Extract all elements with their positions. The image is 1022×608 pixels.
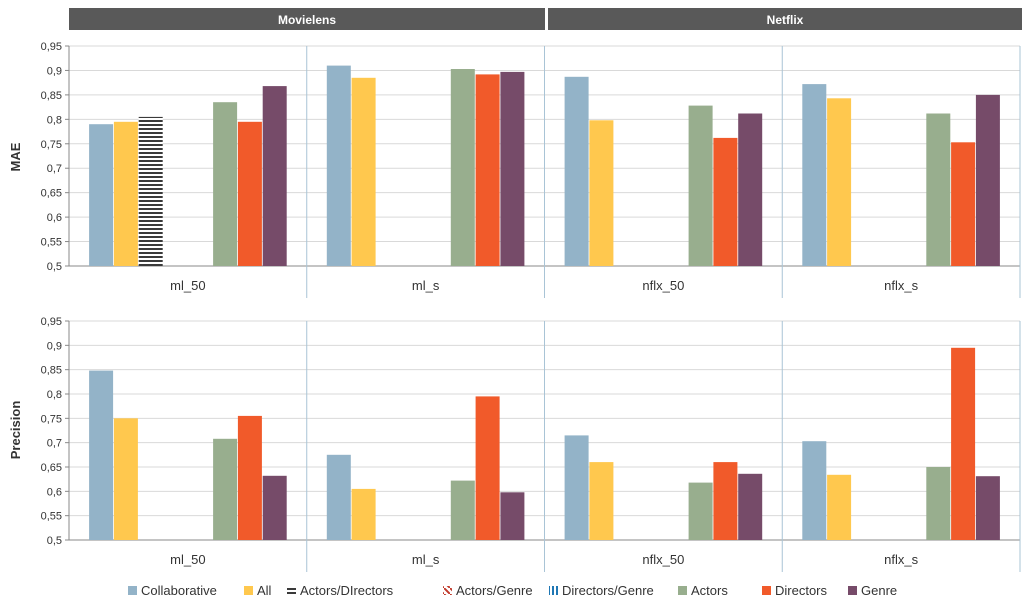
bar-directors-nflx_s (951, 347, 976, 540)
bar-genre-ml_50 (262, 86, 287, 266)
y-tick-label: 0,8 (47, 389, 62, 401)
y-tick-label: 0,55 (41, 237, 62, 249)
bar-all-nflx_s (827, 98, 852, 266)
bar-directors-nflx_s (951, 142, 976, 266)
bar-directors-ml_s (475, 396, 500, 540)
legend-label-collaborative: Collaborative (141, 583, 217, 598)
bar-collaborative-nflx_50 (564, 435, 589, 540)
bar-collaborative-ml_s (326, 454, 351, 540)
bar-collaborative-ml_s (326, 65, 351, 266)
x-category-label: ml_50 (170, 278, 205, 293)
legend-label-all: All (257, 583, 272, 598)
bar-collaborative-ml_50 (89, 124, 114, 266)
group-header-netflix (548, 8, 1022, 30)
bar-actors-ml_50 (213, 438, 238, 540)
y-tick-label: 0,75 (41, 413, 62, 425)
bar-genre-nflx_50 (738, 473, 763, 540)
y-tick-label: 0,5 (47, 261, 62, 273)
y-tick-label: 0,8 (47, 114, 62, 126)
x-category-label: ml_s (412, 278, 440, 293)
bar-genre-ml_50 (262, 475, 287, 540)
legend-swatch-collaborative (128, 586, 137, 595)
chart-panel-precision: 0,5 0,55 0,6 0,65 0,7 0,75 0,8 0,85 0,9 0,95 Preci… (8, 316, 1021, 572)
bar-directors-ml_50 (237, 121, 262, 266)
legend-swatch-directors-genre (549, 586, 558, 595)
group-header-label: Netflix (767, 13, 804, 27)
y-tick-label: 0,95 (41, 316, 62, 328)
bar-collaborative-nflx_s (802, 84, 827, 266)
bar-genre-nflx_50 (738, 113, 763, 266)
bar-all-ml_s (351, 488, 376, 540)
bar-directors-ml_50 (237, 415, 262, 540)
bar-genre-ml_s (500, 71, 525, 267)
y-tick-label: 0,95 (41, 41, 62, 53)
bar-collaborative-ml_50 (89, 370, 114, 540)
bar-actors-nflx_50 (688, 105, 713, 266)
legend-swatch-actors-directors (287, 586, 296, 595)
bar-all-ml_s (351, 77, 376, 266)
y-tick-label: 0,85 (41, 90, 62, 102)
bar-directors-nflx_50 (713, 462, 738, 540)
y-axis-label: MAE (8, 142, 23, 171)
legend-swatch-genre (848, 586, 857, 595)
bar-genre-nflx_s (975, 476, 1000, 540)
bar-genre-ml_s (500, 492, 525, 540)
bar-collaborative-nflx_s (802, 441, 827, 540)
x-category-label: nflx_s (884, 278, 918, 293)
y-axis-label: Precision (8, 401, 23, 460)
bar-actors-nflx_s (926, 467, 951, 540)
legend-label-directors-genre: Directors/Genre (562, 583, 654, 598)
legend-swatch-actors (678, 586, 687, 595)
bar-all-nflx_50 (589, 462, 614, 540)
y-tick-label: 0,6 (47, 486, 62, 498)
y-tick-label: 0,9 (47, 65, 62, 77)
x-category-label: nflx_50 (642, 278, 684, 293)
y-tick-label: 0,65 (41, 188, 62, 200)
bar-actors-nflx_s (926, 113, 951, 266)
legend-swatch-directors (762, 586, 771, 595)
legend: Collaborative All Actors/DIrectors Actors/G… (128, 583, 897, 598)
chart-panels: 0,5 0,55 0,6 0,65 0,7 0,75 0,8 0,85 0,9 0,95 MAE ml… (8, 41, 1021, 572)
legend-label-genre: Genre (861, 583, 897, 598)
bar-actors-ml_s (450, 480, 475, 540)
bar-collaborative-nflx_50 (564, 76, 589, 266)
bar-actors-directors-ml_50 (138, 116, 163, 267)
group-header-movielens (69, 8, 545, 30)
legend-label-actors: Actors (691, 583, 728, 598)
group-headers: Movielens Netflix (69, 8, 1022, 30)
chart-panel-mae: 0,5 0,55 0,6 0,65 0,7 0,75 0,8 0,85 0,9 0,95 MAE ml… (8, 41, 1021, 298)
legend-label-directors: Directors (775, 583, 828, 598)
x-category-label: nflx_50 (642, 552, 684, 567)
y-tick-label: 0,75 (41, 139, 62, 151)
bar-actors-ml_50 (213, 102, 238, 266)
bar-directors-nflx_50 (713, 137, 738, 266)
legend-swatch-all (244, 586, 253, 595)
legend-label-actors-directors: Actors/DIrectors (300, 583, 394, 598)
bar-actors-nflx_50 (688, 482, 713, 540)
bar-all-ml_50 (113, 418, 138, 540)
y-tick-label: 0,7 (47, 163, 62, 175)
y-tick-label: 0,65 (41, 462, 62, 474)
x-category-label: ml_50 (170, 552, 205, 567)
bar-all-nflx_50 (589, 120, 614, 266)
x-category-label: ml_s (412, 552, 440, 567)
bar-all-nflx_s (827, 474, 852, 540)
bar-all-ml_50 (113, 121, 138, 266)
y-tick-label: 0,55 (41, 511, 62, 523)
y-tick-label: 0,9 (47, 340, 62, 352)
y-tick-label: 0,85 (41, 365, 62, 377)
x-category-label: nflx_s (884, 552, 918, 567)
y-tick-label: 0,7 (47, 438, 62, 450)
bar-directors-ml_s (475, 74, 500, 267)
bar-genre-nflx_s (975, 94, 1000, 267)
bar-actors-ml_s (450, 69, 475, 266)
legend-label-actors-genre: Actors/Genre (456, 583, 533, 598)
group-header-label: Movielens (278, 13, 336, 27)
y-tick-label: 0,5 (47, 535, 62, 547)
y-tick-label: 0,6 (47, 212, 62, 224)
legend-swatch-actors-genre (443, 586, 452, 595)
